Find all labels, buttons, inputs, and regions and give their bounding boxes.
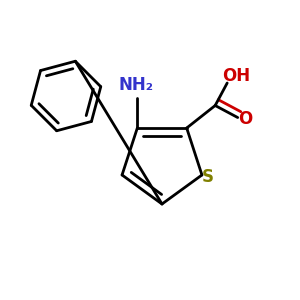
Text: O: O [238, 110, 252, 128]
Text: OH: OH [222, 67, 250, 85]
Text: NH₂: NH₂ [118, 76, 153, 94]
Text: S: S [201, 168, 213, 186]
